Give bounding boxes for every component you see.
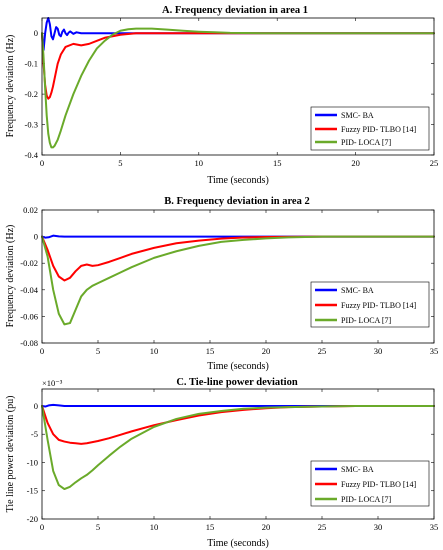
panel-b-ytick-label: -0.02	[20, 258, 38, 268]
panel-a-xtick-label: 5	[118, 158, 122, 168]
panel-b-ytick-label: 0	[34, 232, 38, 242]
panel-a-series-fuzzy-line	[41, 32, 435, 100]
panel-b-legend-label-fuzzy: Fuzzy PID- TLBO [14]	[341, 301, 417, 310]
panel-c-xtick-label: 0	[40, 522, 44, 532]
panel-b-ytick-label: -0.04	[20, 285, 38, 295]
panel-b-xtick-label: 15	[206, 346, 215, 356]
panel-a-xtick-label: 25	[430, 158, 439, 168]
panel-c-x-axis-label: Time (seconds)	[207, 538, 269, 549]
panel-c-ytick-label: -15	[27, 486, 38, 496]
panel-b-y-axis-label: Frequency deviation (Hz)	[5, 225, 16, 328]
panel-a-y-axis-label: Frequency deviation (Hz)	[5, 35, 16, 138]
panel-b-ytick-label: -0.08	[20, 338, 38, 348]
panel-b-ytick-label: 0.02	[23, 205, 38, 215]
panel-c-xtick-label: 25	[318, 522, 327, 532]
panel-b: B. Frequency deviation in area 2 0 5 10 15 2…	[5, 196, 438, 372]
panel-c-ytick-label: 0	[34, 401, 38, 411]
panel-b-x-axis-label: Time (seconds)	[207, 361, 269, 372]
panel-c-series-pid-line	[41, 404, 435, 491]
panel-a-series-pid-line	[41, 27, 435, 149]
panel-a-ytick-label: -0.2	[25, 89, 38, 99]
panel-c-xtick-label: 30	[374, 522, 383, 532]
panel-b-frame	[41, 209, 435, 344]
panel-a-series-smc-line	[41, 17, 435, 51]
panel-c-legend-label-smc: SMC- BA	[341, 465, 374, 474]
panel-b-series-smc-line	[41, 234, 435, 239]
panel-a-xtick-label: 15	[273, 158, 282, 168]
panel-a-x-axis-label: Time (seconds)	[207, 175, 269, 186]
panel-a-ytick-label: -0.4	[25, 150, 39, 160]
panel-a-frame	[41, 17, 435, 156]
panel-a-ytick-label: 0	[34, 28, 38, 38]
panel-b-xtick-label: 35	[430, 346, 439, 356]
panel-c-exponent-label: ×10⁻³	[42, 378, 63, 388]
panel-b-xtick-label: 25	[318, 346, 327, 356]
panel-c-legend: SMC- BA Fuzzy PID- TLBO [14] PID- LOCA […	[310, 460, 430, 507]
panel-b-ytick-label: -0.06	[20, 311, 38, 321]
panel-c: C. Tie-line power deviation ×10⁻³ 0 5 10 15…	[5, 377, 438, 549]
panel-b-title: B. Frequency deviation in area 2	[164, 196, 309, 207]
panel-c-ytick-label: -10	[27, 457, 38, 467]
panel-b-legend-label-smc: SMC- BA	[341, 286, 374, 295]
panel-b-xtick-label: 5	[96, 346, 100, 356]
panel-c-xtick-label: 20	[262, 522, 271, 532]
panel-c-y-axis-label: Tie line power deviation (pu)	[5, 396, 16, 513]
panel-a: A. Frequency deviation in area 1 0 5 10 15 2…	[5, 5, 438, 186]
panel-a-legend: SMC- BA Fuzzy PID- TLBO [14] PID- LOCA […	[310, 106, 430, 151]
panel-b-lines	[41, 234, 435, 326]
panel-c-legend-label-fuzzy: Fuzzy PID- TLBO [14]	[341, 480, 417, 489]
panel-b-series-fuzzy-line	[41, 235, 435, 282]
panel-a-title: A. Frequency deviation in area 1	[162, 5, 308, 16]
panel-c-xtick-label: 5	[96, 522, 100, 532]
panel-a-xtick-label: 10	[195, 158, 204, 168]
panel-a-legend-label-fuzzy: Fuzzy PID- TLBO [14]	[341, 125, 417, 134]
panel-c-xtick-label: 15	[206, 522, 215, 532]
panel-b-xtick-label: 10	[150, 346, 159, 356]
panel-a-ytick-label: -0.1	[25, 59, 38, 69]
panel-b-legend-label-pid: PID- LOCA [7]	[341, 316, 392, 325]
panel-c-title: C. Tie-line power deviation	[176, 377, 298, 388]
panel-b-series-pid-line	[41, 235, 435, 326]
panel-c-lines	[41, 403, 435, 491]
panel-c-frame	[41, 388, 435, 520]
panel-c-ytick-label: -5	[31, 429, 38, 439]
panel-a-xtick-label: 0	[40, 158, 44, 168]
panel-c-series-smc-line	[41, 403, 435, 408]
panel-c-legend-label-pid: PID- LOCA [7]	[341, 495, 392, 504]
panel-b-xtick-label: 20	[262, 346, 271, 356]
panel-c-xtick-label: 35	[430, 522, 439, 532]
panel-c-ytick-label: -20	[27, 514, 38, 524]
panel-a-legend-label-pid: PID- LOCA [7]	[341, 138, 392, 147]
panel-b-xtick-label: 0	[40, 346, 44, 356]
panel-b-xtick-label: 30	[374, 346, 383, 356]
panel-a-ticks: 0 5 10 15 20 25 -0.4 -0.3 -0.2 -0.1 0	[25, 18, 439, 168]
panel-b-legend: SMC- BA Fuzzy PID- TLBO [14] PID- LOCA […	[310, 281, 430, 328]
panel-a-legend-label-smc: SMC- BA	[341, 111, 374, 120]
panel-a-lines	[41, 17, 435, 149]
panel-a-ytick-label: -0.3	[25, 120, 38, 130]
panel-c-xtick-label: 10	[150, 522, 159, 532]
panel-a-xtick-label: 20	[351, 158, 360, 168]
